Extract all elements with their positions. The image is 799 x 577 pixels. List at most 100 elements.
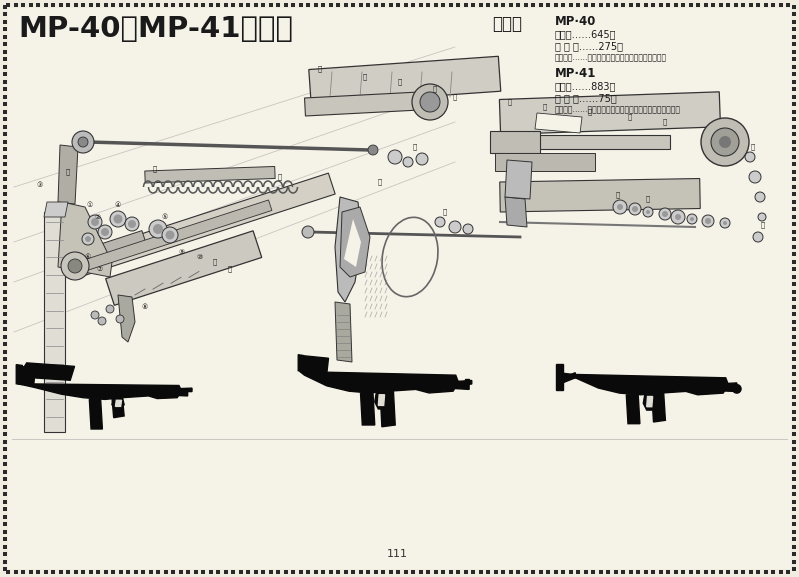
Circle shape — [68, 259, 82, 273]
Text: ⑳: ⑳ — [453, 93, 457, 100]
Text: ㉔: ㉔ — [508, 99, 512, 106]
Circle shape — [116, 315, 124, 323]
Polygon shape — [360, 393, 375, 425]
Circle shape — [416, 153, 428, 165]
Text: ㉗: ㉗ — [628, 114, 632, 121]
Polygon shape — [499, 178, 700, 212]
Text: ⑯: ⑯ — [318, 66, 322, 72]
Text: ㉕: ㉕ — [543, 104, 547, 110]
Polygon shape — [304, 91, 435, 116]
Polygon shape — [490, 131, 540, 153]
Polygon shape — [18, 384, 181, 399]
Circle shape — [162, 227, 178, 243]
Polygon shape — [115, 400, 121, 406]
Polygon shape — [380, 391, 396, 427]
Text: ⑱: ⑱ — [398, 78, 402, 85]
Circle shape — [388, 150, 402, 164]
Circle shape — [675, 214, 681, 220]
Circle shape — [412, 84, 448, 120]
Circle shape — [128, 220, 136, 228]
Circle shape — [662, 211, 668, 217]
Polygon shape — [499, 92, 721, 134]
Polygon shape — [18, 366, 35, 385]
Text: ㉛: ㉛ — [751, 144, 755, 150]
Polygon shape — [118, 295, 135, 342]
Circle shape — [671, 210, 685, 224]
Circle shape — [153, 224, 163, 234]
Circle shape — [449, 221, 461, 233]
Polygon shape — [72, 173, 336, 278]
Polygon shape — [573, 374, 729, 395]
Circle shape — [88, 215, 102, 229]
Polygon shape — [105, 231, 262, 305]
Text: ㉖: ㉖ — [588, 108, 592, 115]
Polygon shape — [378, 395, 384, 406]
Polygon shape — [646, 396, 653, 407]
Circle shape — [101, 228, 109, 236]
Circle shape — [719, 136, 731, 148]
Text: ⑪: ⑪ — [213, 258, 217, 265]
Circle shape — [613, 200, 627, 214]
Polygon shape — [652, 393, 666, 422]
Text: ②: ② — [95, 214, 101, 220]
Circle shape — [110, 211, 126, 227]
Circle shape — [302, 226, 314, 238]
Text: ⑬: ⑬ — [66, 168, 70, 175]
Circle shape — [702, 215, 714, 227]
Circle shape — [368, 145, 378, 155]
Polygon shape — [424, 380, 471, 389]
Text: MP·41: MP·41 — [555, 67, 596, 80]
Circle shape — [758, 213, 766, 221]
Circle shape — [745, 152, 755, 162]
Polygon shape — [692, 383, 737, 391]
Circle shape — [720, 218, 730, 228]
Polygon shape — [559, 373, 575, 385]
Circle shape — [125, 217, 139, 231]
Polygon shape — [335, 197, 362, 302]
Polygon shape — [16, 365, 22, 385]
Polygon shape — [344, 219, 361, 267]
Text: ⑤: ⑤ — [162, 214, 168, 220]
Circle shape — [420, 92, 440, 112]
Text: ⑫: ⑫ — [228, 265, 233, 272]
Text: MP·40: MP·40 — [555, 15, 596, 28]
Polygon shape — [375, 391, 388, 409]
Circle shape — [701, 118, 749, 166]
Text: 銃 身 長……75㍱: 銃 身 長……75㍱ — [555, 93, 617, 103]
Text: ⑲: ⑲ — [433, 86, 437, 92]
Circle shape — [61, 252, 89, 280]
Polygon shape — [147, 388, 192, 396]
Circle shape — [711, 128, 739, 156]
Polygon shape — [300, 372, 459, 393]
Circle shape — [749, 171, 761, 183]
Circle shape — [165, 230, 174, 239]
Text: ①: ① — [87, 202, 93, 208]
Circle shape — [659, 208, 671, 220]
Text: ⑨: ⑨ — [179, 249, 185, 255]
Polygon shape — [66, 231, 146, 269]
Polygon shape — [626, 395, 640, 424]
Circle shape — [106, 305, 114, 313]
Circle shape — [113, 215, 122, 223]
Text: ㉙: ㉙ — [616, 192, 620, 198]
Polygon shape — [112, 398, 124, 418]
Circle shape — [629, 203, 641, 215]
Circle shape — [617, 204, 623, 210]
Polygon shape — [78, 200, 272, 272]
Text: ㉓: ㉓ — [443, 209, 447, 215]
Polygon shape — [58, 145, 78, 204]
Polygon shape — [298, 355, 304, 372]
Text: MP-40・MP-41分解図: MP-40・MP-41分解図 — [18, 15, 293, 43]
Circle shape — [643, 207, 653, 217]
Text: 作動方式……フルオートマチック（ブローバック）: 作動方式……フルオートマチック（ブローバック） — [555, 53, 667, 62]
Circle shape — [78, 137, 88, 147]
Text: ⑩: ⑩ — [197, 254, 203, 260]
Text: ㉜: ㉜ — [761, 222, 765, 228]
Circle shape — [85, 236, 91, 242]
Polygon shape — [44, 202, 68, 217]
Polygon shape — [495, 135, 670, 149]
Text: データ: データ — [492, 15, 522, 33]
Circle shape — [403, 157, 413, 167]
Circle shape — [646, 210, 650, 214]
Text: ⑦: ⑦ — [97, 266, 103, 272]
